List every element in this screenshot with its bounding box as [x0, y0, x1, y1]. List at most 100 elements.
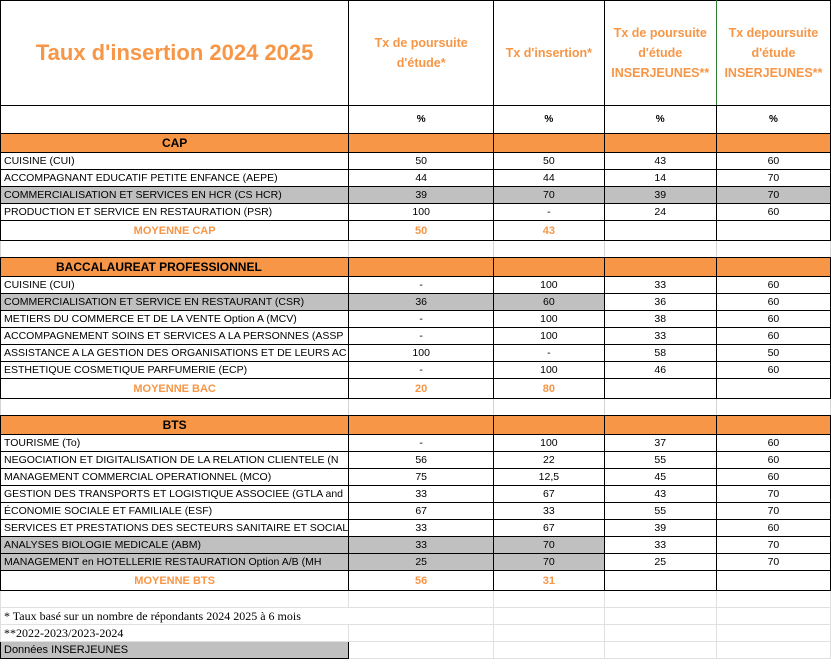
cell-poursuite-inser: 25	[603, 553, 717, 571]
average-row: MOYENNE BAC 20 80	[0, 378, 831, 399]
row-label: ACCOMPAGNANT EDUCATIF PETITE ENFANCE (AE…	[0, 169, 350, 187]
unit-row-blank	[0, 105, 350, 134]
cell-poursuite: 75	[348, 468, 495, 486]
cell-poursuite: -	[348, 361, 495, 379]
average-label-bac: MOYENNE BAC	[0, 378, 350, 399]
cell-poursuite: 25	[348, 553, 495, 571]
cell-poursuite-inser: 33	[603, 327, 717, 345]
cell-insertion: 22	[493, 451, 605, 469]
average-poursuite: 50	[348, 220, 495, 241]
cell-insertion: 100	[493, 276, 605, 294]
table-row: ÉCONOMIE SOCIALE ET FAMILIALE (ESF) 67 3…	[0, 502, 831, 520]
unit-cell: %	[348, 105, 495, 134]
table-row: COMMERCIALISATION ET SERVICE EN RESTAURA…	[0, 293, 831, 311]
cell-poursuite: 33	[348, 485, 495, 503]
header-poursuite: Tx de poursuite d'étude*	[348, 0, 495, 106]
cell-depoursuite-inser: 60	[715, 327, 831, 345]
section-header-cap: CAP	[0, 133, 350, 153]
cell-poursuite: -	[348, 434, 495, 452]
cell-insertion: 100	[493, 361, 605, 379]
footnote-inserjeunes: Données INSERJEUNES	[0, 641, 350, 659]
row-label: ACCOMPAGNEMENT SOINS ET SERVICES A LA PE…	[0, 327, 350, 345]
table-row: ASSISTANCE A LA GESTION DES ORGANISATION…	[0, 344, 831, 362]
average-poursuite: 56	[348, 570, 495, 591]
cell-depoursuite-inser: 60	[715, 434, 831, 452]
table-row: COMMERCIALISATION ET SERVICES EN HCR (CS…	[0, 186, 831, 204]
cell-poursuite-inser: 58	[603, 344, 717, 362]
row-label: COMMERCIALISATION ET SERVICES EN HCR (CS…	[0, 186, 350, 204]
footnote-years: **2022-2023/2023-2024	[0, 624, 350, 642]
cell-depoursuite-inser: 70	[715, 485, 831, 503]
cell-poursuite-inser: 33	[603, 536, 717, 554]
cell-poursuite: 100	[348, 344, 495, 362]
cell-poursuite-inser: 43	[603, 152, 717, 170]
header-depoursuite-inserjeunes: Tx depoursuite d'étude INSERJEUNES**	[715, 0, 831, 106]
cell-depoursuite-inser: 60	[715, 293, 831, 311]
row-label: MANAGEMENT COMMERCIAL OPERATIONNEL (MCO)	[0, 468, 350, 486]
cell-poursuite: 67	[348, 502, 495, 520]
cell-insertion: 60	[493, 293, 605, 311]
unit-cell: %	[715, 105, 831, 134]
cell-insertion: 67	[493, 485, 605, 503]
row-label: CUISINE (CUI)	[0, 276, 350, 294]
cell-poursuite-inser: 43	[603, 485, 717, 503]
cell-insertion: 50	[493, 152, 605, 170]
cell-insertion: 70	[493, 186, 605, 204]
row-label: CUISINE (CUI)	[0, 152, 350, 170]
cell-poursuite-inser: 45	[603, 468, 717, 486]
average-insertion: 31	[493, 570, 605, 591]
cell-insertion: 44	[493, 169, 605, 187]
table-row: PRODUCTION ET SERVICE EN RESTAURATION (P…	[0, 203, 831, 221]
row-label: METIERS DU COMMERCE ET DE LA VENTE Optio…	[0, 310, 350, 328]
cell-insertion: 67	[493, 519, 605, 537]
row-label: NEGOCIATION ET DIGITALISATION DE LA RELA…	[0, 451, 350, 469]
table-row: MANAGEMENT en HOTELLERIE RESTAURATION Op…	[0, 553, 831, 571]
cell-poursuite-inser: 38	[603, 310, 717, 328]
cell-insertion: 100	[493, 310, 605, 328]
cell-poursuite-inser: 36	[603, 293, 717, 311]
cell-poursuite: 56	[348, 451, 495, 469]
table-row: ANALYSES BIOLOGIE MEDICALE (ABM) 33 70 3…	[0, 536, 831, 554]
footnote-rate: * Taux basé sur un nombre de répondants …	[0, 607, 495, 625]
cell-poursuite: 100	[348, 203, 495, 221]
table-row: METIERS DU COMMERCE ET DE LA VENTE Optio…	[0, 310, 831, 328]
cell-poursuite-inser: 39	[603, 519, 717, 537]
cell-poursuite-inser: 33	[603, 276, 717, 294]
page-title: Taux d'insertion 2024 2025	[0, 0, 350, 106]
cell-poursuite: 36	[348, 293, 495, 311]
row-label: SERVICES ET PRESTATIONS DES SECTEURS SAN…	[0, 519, 350, 537]
cell-insertion: 70	[493, 536, 605, 554]
section-header-bts: BTS	[0, 415, 350, 435]
average-label-cap: MOYENNE CAP	[0, 220, 350, 241]
cell-depoursuite-inser: 60	[715, 152, 831, 170]
cell-depoursuite-inser: 60	[715, 361, 831, 379]
cell-poursuite: 44	[348, 169, 495, 187]
table-row: ESTHETIQUE COSMETIQUE PARFUMERIE (ECP) -…	[0, 361, 831, 379]
table-row: NEGOCIATION ET DIGITALISATION DE LA RELA…	[0, 451, 831, 469]
cell-poursuite-inser: 46	[603, 361, 717, 379]
section-header-bac: BACCALAUREAT PROFESSIONNEL	[0, 257, 350, 277]
average-poursuite: 20	[348, 378, 495, 399]
cell-poursuite-inser: 37	[603, 434, 717, 452]
row-label: ÉCONOMIE SOCIALE ET FAMILIALE (ESF)	[0, 502, 350, 520]
cell-depoursuite-inser: 70	[715, 169, 831, 187]
cell-insertion: 33	[493, 502, 605, 520]
cell-depoursuite-inser: 60	[715, 310, 831, 328]
header-insertion: Tx d'insertion*	[493, 0, 605, 106]
table-row: SERVICES ET PRESTATIONS DES SECTEURS SAN…	[0, 519, 831, 537]
cell-poursuite: 39	[348, 186, 495, 204]
table-row: CUISINE (CUI) - 100 33 60	[0, 276, 831, 294]
cell-insertion: -	[493, 203, 605, 221]
cell-poursuite: -	[348, 327, 495, 345]
cell-poursuite-inser: 24	[603, 203, 717, 221]
unit-cell: %	[603, 105, 717, 134]
cell-insertion: 70	[493, 553, 605, 571]
cell-insertion: 100	[493, 327, 605, 345]
cell-poursuite: -	[348, 310, 495, 328]
cell-depoursuite-inser: 60	[715, 519, 831, 537]
table-row: CUISINE (CUI) 50 50 43 60	[0, 152, 831, 170]
cell-poursuite-inser: 39	[603, 186, 717, 204]
table-row: ACCOMPAGNEMENT SOINS ET SERVICES A LA PE…	[0, 327, 831, 345]
header-poursuite-inserjeunes: Tx de poursuite d'étude INSERJEUNES**	[603, 0, 717, 106]
